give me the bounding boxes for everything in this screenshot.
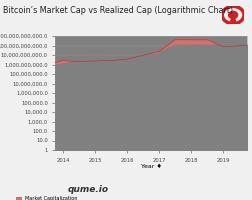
- X-axis label: Year ♦: Year ♦: [141, 164, 162, 169]
- Circle shape: [231, 19, 235, 23]
- Text: Bitcoin’s Market Cap vs Realized Cap (Logarithmic Chart): Bitcoin’s Market Cap vs Realized Cap (Lo…: [3, 6, 233, 15]
- Circle shape: [229, 11, 238, 19]
- Legend: Market Capitalization, Realized Cap: Market Capitalization, Realized Cap: [16, 196, 78, 200]
- Text: qume.io: qume.io: [68, 184, 109, 194]
